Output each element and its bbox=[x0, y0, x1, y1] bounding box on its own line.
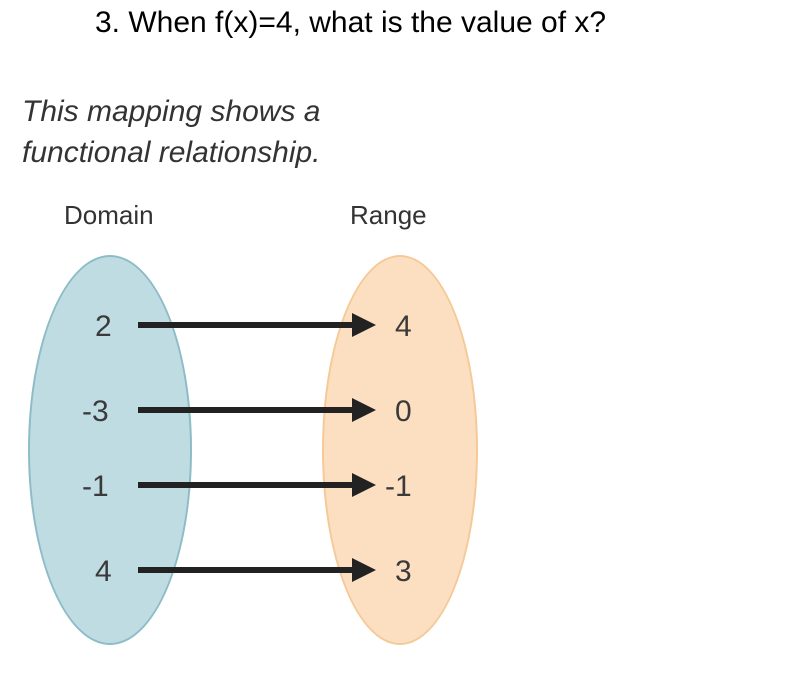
mapping-arrows bbox=[0, 0, 800, 677]
